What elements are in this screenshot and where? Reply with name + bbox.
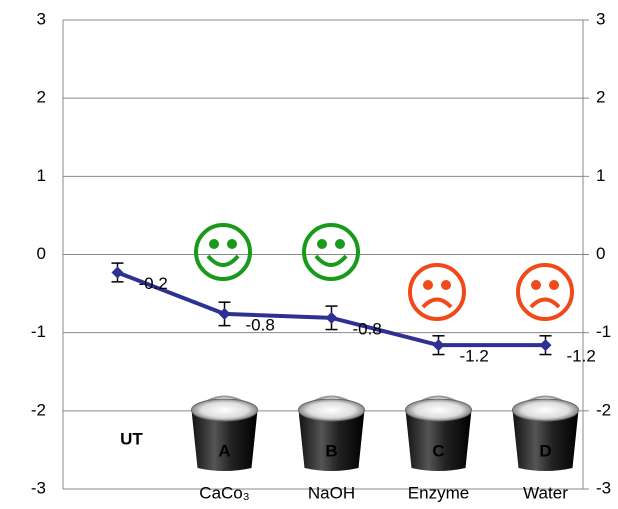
y2-tick-label: -2 [596,400,611,419]
faces [196,225,572,319]
bucket-rim [192,399,258,421]
value-label: -0.2 [139,274,168,293]
category-label: A [218,441,230,460]
y2-tick-label: 3 [596,9,605,28]
bucket-rim [406,399,472,421]
bucket: C [406,397,472,472]
happy-face [196,225,250,279]
marker [326,312,338,324]
y-tick-label: -3 [31,478,46,497]
y2-tick-label: -1 [596,322,611,341]
bucket-rim [513,399,579,421]
y-tick-label: 2 [37,88,46,107]
value-label: -0.8 [353,319,382,338]
category-sublabel: Enzyme [408,483,469,502]
y2-tick-label: 0 [596,244,605,263]
marker [540,339,552,351]
y2-tick-label: -3 [596,478,611,497]
y-tick-label: -1 [31,322,46,341]
sad-face [410,265,464,319]
happy-face [304,225,358,279]
value-label: -1.2 [567,347,596,366]
bucket: B [299,397,365,472]
y-tick-label: 0 [37,244,46,263]
category-label: C [432,441,444,460]
bucket: A [192,397,258,472]
value-label: -1.2 [460,347,489,366]
category-sublabel: NaOH [308,483,355,502]
y-tick-label: 1 [37,166,46,185]
bucket: D [513,397,579,472]
y-tick-label: -2 [31,400,46,419]
sad-face [518,265,572,319]
y2-tick-label: 1 [596,166,605,185]
bucket-rim [299,399,365,421]
chart: -3 -2 -1 0 1 2 3 -3 -2 -1 0 1 2 3 UT A CaCo₃ B NaOH C Enzyme… [0,0,618,509]
y2-tick-label: 2 [596,88,605,107]
marker [219,308,231,320]
category-label: UT [120,429,143,448]
category-label: B [325,441,337,460]
category-sublabel: Water [523,483,568,502]
value-label: -0.8 [246,315,275,334]
category-label: D [539,441,551,460]
marker [112,266,124,278]
y-tick-label: 3 [37,9,46,28]
category-sublabel: CaCo₃ [199,483,249,502]
marker [433,339,445,351]
